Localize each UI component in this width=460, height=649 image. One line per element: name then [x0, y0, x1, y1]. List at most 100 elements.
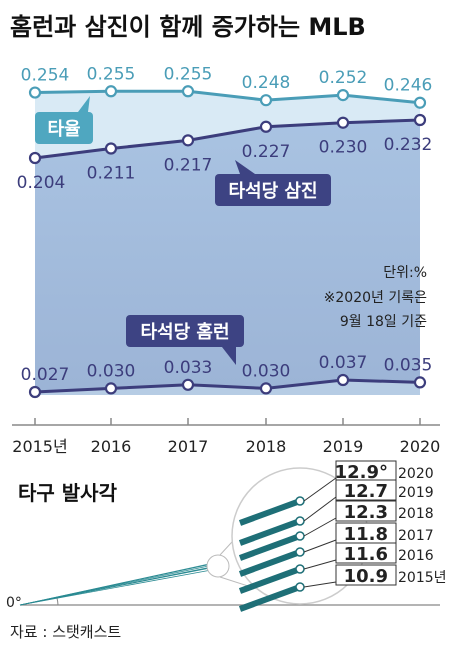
data-label-1-5: 0.232 [384, 135, 433, 155]
leader-0 [303, 477, 337, 502]
zoom-line-4 [238, 566, 302, 594]
angle-year-0: 2020 [398, 466, 434, 482]
leader-4 [303, 559, 337, 570]
zoom-line-1 [238, 518, 302, 546]
data-label-1-2: 0.217 [164, 155, 213, 175]
point-1-2 [181, 134, 195, 147]
point-0-2 [181, 85, 195, 98]
unit-note: 단위:% [383, 265, 427, 281]
point-0-0 [28, 86, 42, 99]
x-tick-label-5: 2020 [400, 437, 441, 456]
x-axis-ticks: 2015년 2016 2017 2018 2019 2020 [12, 418, 440, 456]
point-1-0 [28, 151, 42, 165]
leader-3 [303, 539, 337, 553]
angle-value-4: 11.6 [344, 544, 388, 565]
x-tick-label-1: 2016 [91, 437, 132, 456]
leader-5 [303, 581, 337, 588]
angle-year-1: 2019 [398, 485, 434, 501]
launch-angle-title: 타구 발사각 [18, 481, 118, 505]
angle-year-2: 2018 [398, 506, 434, 522]
leader-2 [303, 517, 337, 537]
zoom-dot-5 [295, 582, 305, 592]
batting-area-fill [35, 91, 420, 158]
point-0-4 [336, 88, 350, 102]
strikeout-line [34, 118, 421, 160]
point-1-5 [413, 113, 427, 127]
point-2-0 [28, 385, 42, 399]
zoom-line-3 [238, 549, 302, 577]
data-label-2-3: 0.030 [242, 361, 291, 381]
x-tick-label-3: 2018 [246, 437, 287, 456]
angle-value-3: 11.8 [344, 524, 388, 545]
zoom-dot-3 [295, 547, 305, 557]
strikeout-series-label: 타석당 삼진 [228, 181, 317, 202]
point-2-3 [259, 382, 273, 395]
zoom-source-circle [206, 554, 230, 578]
data-label-0-5: 0.246 [384, 76, 433, 96]
data-label-0-2: 0.255 [164, 64, 213, 84]
zoom-line-5 [238, 584, 302, 612]
leader-1 [303, 496, 337, 522]
data-label-1-4: 0.230 [319, 138, 368, 158]
zoom-dot-2 [295, 531, 305, 541]
footnote-line-1: ※2020년 기록은 [324, 290, 427, 306]
point-0-1 [104, 85, 118, 98]
angle-value-2: 12.3 [344, 502, 388, 523]
angle-year-4: 2016 [398, 548, 434, 564]
point-1-4 [336, 116, 350, 129]
batting-callout: 타율 [35, 96, 93, 144]
data-label-2-5: 0.035 [384, 355, 433, 375]
angle-year-3: 2017 [398, 528, 434, 544]
value-box-5 [335, 564, 397, 586]
data-label-2-1: 0.030 [87, 361, 136, 381]
data-label-2-2: 0.033 [164, 358, 213, 378]
page-title: 홈런과 삼진이 함께 증가하는 MLB [10, 13, 366, 41]
data-label-0-1: 0.255 [87, 64, 136, 84]
data-label-1-3: 0.227 [242, 142, 291, 162]
zoom-dot-0 [295, 496, 305, 506]
zoom-line-2 [238, 533, 302, 561]
point-2-4 [336, 373, 350, 387]
data-label-2-4: 0.037 [319, 353, 368, 373]
footnote-line-2: 9월 18일 기준 [340, 314, 427, 330]
angle-value-5: 10.9 [344, 566, 388, 587]
value-box-1 [335, 479, 397, 501]
angle-year-5: 2015년 [398, 570, 447, 586]
data-label-1-1: 0.211 [87, 164, 136, 184]
angle-value-1: 12.7 [344, 481, 388, 502]
value-box-4 [335, 542, 397, 564]
data-label-2-0: 0.027 [21, 365, 70, 385]
data-label-1-0: 0.204 [17, 173, 66, 193]
point-2-2 [181, 378, 195, 391]
homerun-line [34, 378, 421, 394]
data-label-0-3: 0.248 [242, 73, 291, 93]
angle-arc [56, 597, 59, 606]
homerun-callout: 타석당 홈런 [126, 315, 244, 365]
point-1-3 [259, 120, 273, 133]
launch-angle-diagram: 12.9° 2020 12.7 2019 12.3 2018 11.8 2017 11.6 201… [19, 460, 447, 612]
x-tick-label-2: 2017 [168, 437, 209, 456]
point-0-3 [259, 94, 273, 107]
x-tick-label-0: 2015년 [12, 437, 67, 456]
point-2-1 [104, 382, 118, 395]
angle-value-0: 12.9° [335, 462, 388, 483]
data-label-0-0: 0.254 [21, 66, 70, 86]
batting-series-label: 타율 [47, 119, 80, 140]
source-note: 자료 : 스탯캐스트 [10, 623, 121, 641]
homerun-series-label: 타석당 홈런 [140, 321, 229, 343]
point-0-5 [413, 96, 427, 109]
strikeout-callout: 타석당 삼진 [215, 160, 331, 206]
point-1-1 [104, 142, 118, 155]
data-label-0-4: 0.252 [319, 68, 368, 88]
x-tick-label-4: 2019 [323, 437, 364, 456]
angle-origin-label: 0° [6, 595, 22, 611]
zoom-dot-1 [295, 516, 305, 526]
zoom-dot-4 [295, 564, 305, 574]
value-box-2 [335, 500, 397, 522]
fan-line-5 [19, 567, 222, 606]
zoom-line-0 [238, 498, 302, 526]
chart-marks: 0.254 0.255 0.255 0.248 0.252 0.246 0.204 0.211… [17, 64, 433, 399]
batting-average-line [34, 89, 421, 105]
